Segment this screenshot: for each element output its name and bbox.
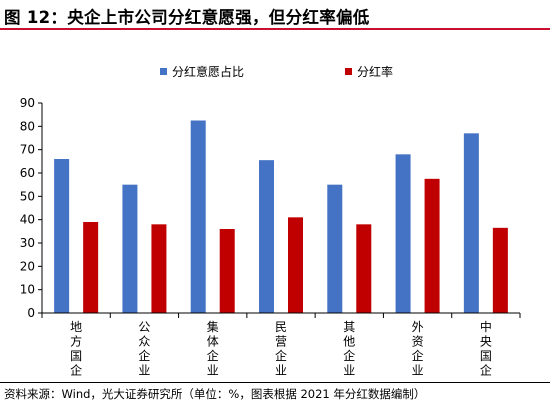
x-axis: 地方国企 公众企业 集体企业 民营企业 其他企业 外资企业 中央国企 — [41, 312, 521, 378]
y-tick-label: 80 — [20, 119, 35, 133]
bars — [54, 120, 508, 313]
x-category-label: 中央国企 — [480, 319, 492, 378]
bar-payout-ratio — [288, 217, 303, 313]
x-category-label: 民营企业 — [275, 320, 287, 378]
bar-payout-ratio — [219, 229, 235, 313]
y-tick-label: 90 — [20, 96, 35, 110]
bar-dividend-willingness — [190, 120, 206, 313]
source-note: 资料来源：Wind，光大证券研究所（单位：%，图表根据 2021 年分红数据编制… — [4, 387, 426, 401]
y-tick-label: 20 — [20, 259, 35, 273]
y-tick-label: 60 — [20, 166, 35, 180]
y-tick-label: 70 — [20, 143, 35, 157]
bar-dividend-willingness — [395, 154, 411, 313]
y-axis: 0 10 20 30 40 50 60 70 80 90 — [20, 96, 43, 320]
y-tick-label: 40 — [20, 213, 35, 227]
legend-label: 分红率 — [357, 64, 393, 79]
x-category-label: 外资企业 — [412, 320, 424, 378]
bar-chart: 分红意愿占比 分红率 0 10 20 30 40 50 60 70 80 90 地方国企 公众企业 集体… — [20, 64, 521, 378]
bar-payout-ratio — [151, 224, 167, 313]
x-category-label: 集体企业 — [207, 319, 219, 378]
y-tick-label: 0 — [27, 306, 35, 320]
x-category-label: 地方国企 — [70, 320, 82, 378]
y-tick-label: 10 — [20, 283, 35, 297]
bar-dividend-willingness — [259, 160, 274, 313]
title-divider — [0, 28, 550, 30]
y-tick-label: 50 — [20, 189, 35, 203]
bar-dividend-willingness — [327, 184, 343, 313]
x-category-label: 公众企业 — [138, 320, 150, 378]
bar-payout-ratio — [492, 227, 508, 313]
bar-payout-ratio — [356, 224, 372, 313]
x-category-label: 其他企业 — [343, 320, 355, 378]
legend-swatch — [345, 68, 352, 75]
legend-swatch — [160, 68, 167, 75]
bar-dividend-willingness — [463, 133, 479, 313]
source-divider — [0, 382, 550, 383]
bar-payout-ratio — [424, 178, 440, 313]
legend: 分红意愿占比 分红率 — [160, 64, 393, 79]
y-tick-label: 30 — [20, 236, 35, 250]
bar-dividend-willingness — [122, 184, 138, 313]
legend-label: 分红意愿占比 — [172, 64, 244, 79]
bar-payout-ratio — [83, 222, 99, 313]
chart-title: 图 12：央企上市公司分红意愿强，但分红率偏低 — [4, 8, 370, 27]
bar-dividend-willingness — [54, 159, 70, 313]
